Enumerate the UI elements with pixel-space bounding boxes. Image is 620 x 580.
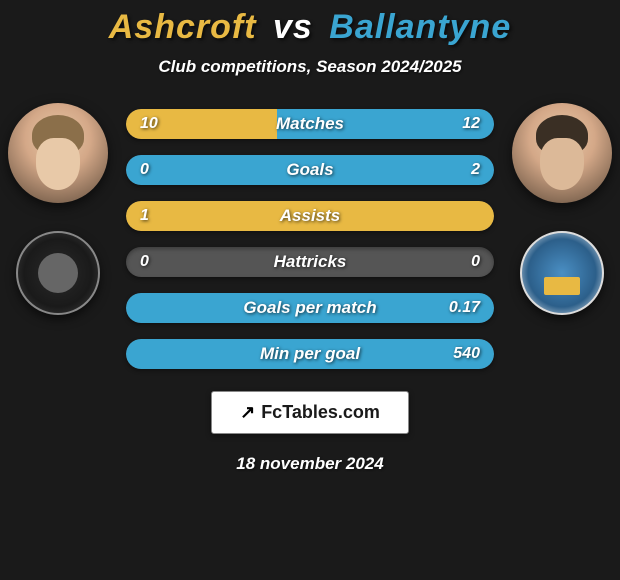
player1-club-badge: [16, 231, 100, 315]
player1-name: Ashcroft: [109, 8, 257, 46]
stat-bar: Goals per match 0.17: [126, 293, 494, 323]
player2-name: Ballantyne: [329, 8, 511, 46]
stat-value-left: 10: [140, 115, 158, 133]
stat-label: Min per goal: [260, 344, 360, 364]
stat-bar: 0 Goals 2: [126, 155, 494, 185]
stat-value-left: 1: [140, 207, 149, 225]
player2-club-badge: [520, 231, 604, 315]
subtitle: Club competitions, Season 2024/2025: [158, 57, 461, 77]
stat-bar: 1 Assists: [126, 201, 494, 231]
stat-bar: 0 Hattricks 0: [126, 247, 494, 277]
stat-bar: Min per goal 540: [126, 339, 494, 369]
stat-value-right: 0.17: [449, 299, 480, 317]
stat-label: Goals: [286, 160, 333, 180]
stat-value-left: 0: [140, 253, 149, 271]
date-text: 18 november 2024: [236, 454, 383, 474]
stat-value-right: 0: [471, 253, 480, 271]
stat-value-left: 0: [140, 161, 149, 179]
player1-avatar: [8, 103, 108, 203]
branding-text: FcTables.com: [261, 402, 380, 423]
stat-value-right: 540: [453, 345, 480, 363]
player2-avatar: [512, 103, 612, 203]
stat-bars: 10 Matches 12 0 Goals 2 1 Assists 0 Hattricks 0 Goa…: [126, 103, 494, 369]
stat-label: Matches: [276, 114, 344, 134]
stat-label: Assists: [280, 206, 340, 226]
stat-value-right: 2: [471, 161, 480, 179]
stat-value-right: 12: [462, 115, 480, 133]
left-side: [8, 103, 108, 315]
comparison-card: Ashcroft vs Ballantyne Club competitions…: [0, 0, 620, 580]
vs-text: vs: [273, 8, 313, 46]
main-content: 10 Matches 12 0 Goals 2 1 Assists 0 Hattricks 0 Goa…: [0, 103, 620, 369]
right-side: [512, 103, 612, 315]
stat-label: Goals per match: [243, 298, 376, 318]
branding-box[interactable]: ↗ FcTables.com: [211, 391, 409, 434]
stat-bar: 10 Matches 12: [126, 109, 494, 139]
stat-label: Hattricks: [274, 252, 347, 272]
title: Ashcroft vs Ballantyne: [109, 8, 511, 47]
branding-icon: ↗: [240, 402, 255, 423]
